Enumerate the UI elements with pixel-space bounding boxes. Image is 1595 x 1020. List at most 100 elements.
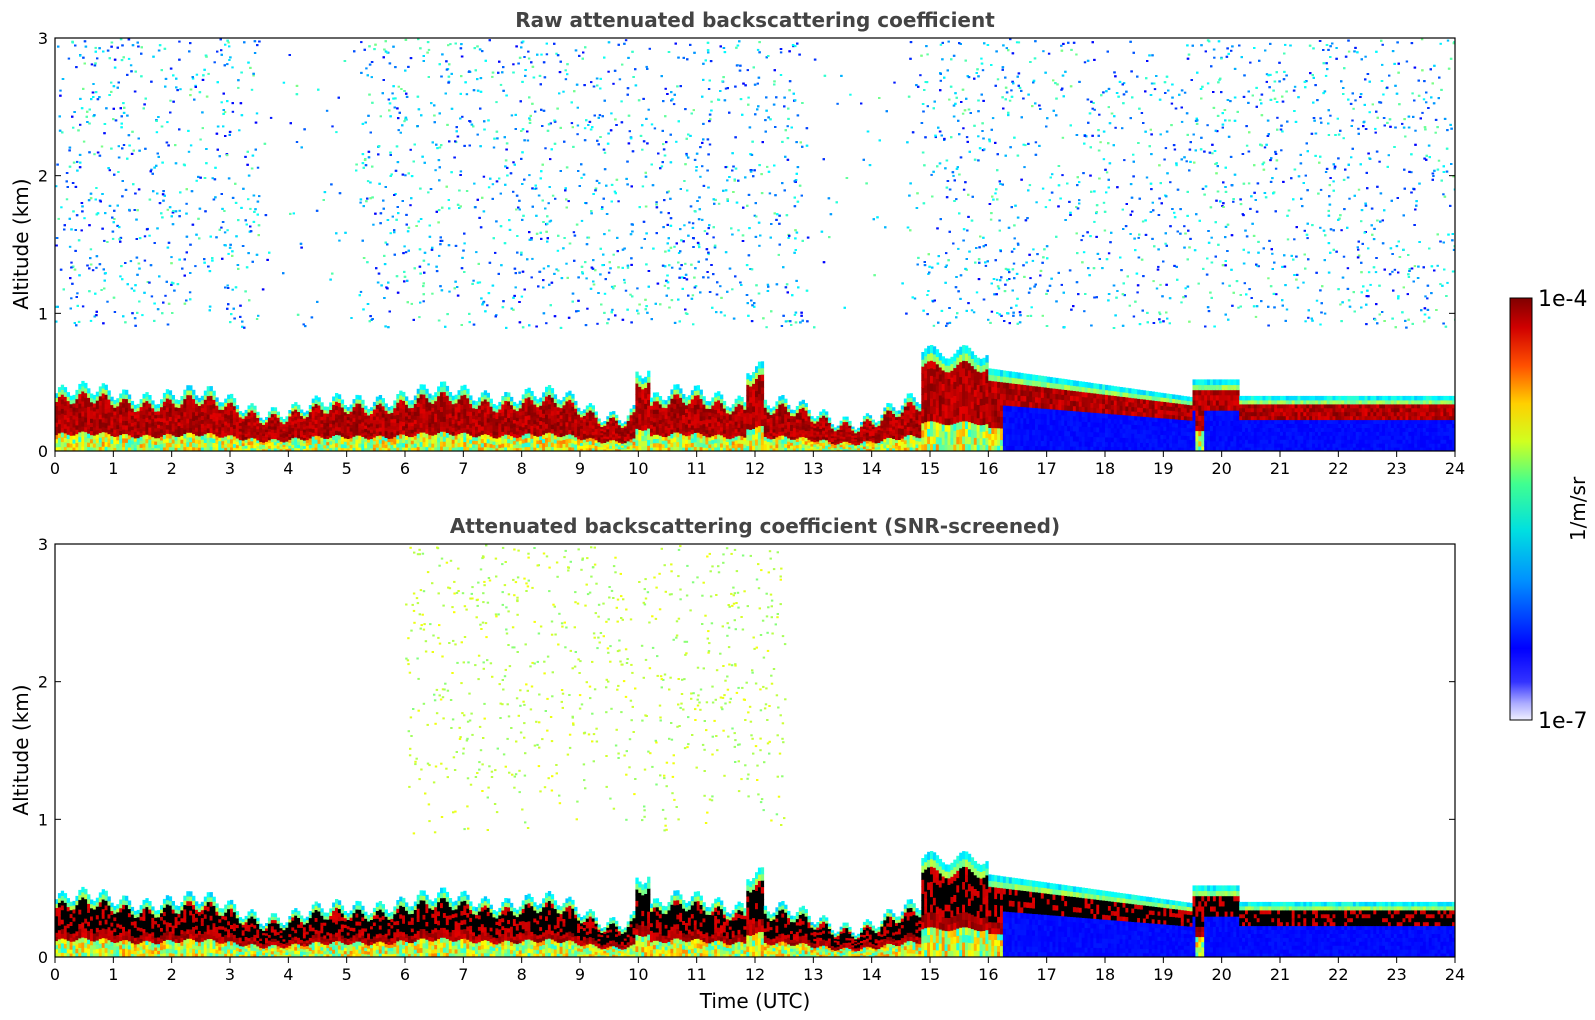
heatmap-cell xyxy=(565,405,569,410)
heatmap-cell xyxy=(857,441,861,444)
heatmap-cell xyxy=(918,424,922,429)
heatmap-cell xyxy=(880,448,884,451)
heatmap-cell xyxy=(337,434,342,440)
heatmap-cell xyxy=(1087,402,1091,408)
heatmap-cell xyxy=(393,440,397,445)
heatmap-cell xyxy=(830,437,835,441)
heatmap-cell xyxy=(215,412,219,418)
heatmap-cell xyxy=(935,443,940,451)
heatmap-cell xyxy=(1075,441,1080,447)
heatmap-cell xyxy=(189,446,193,451)
heatmap-cell xyxy=(320,437,324,442)
heatmap-cell xyxy=(784,402,788,407)
heatmap-cell xyxy=(597,434,601,438)
heatmap-cell xyxy=(862,423,867,427)
heatmap-cell xyxy=(892,410,896,414)
heatmap-cell xyxy=(690,442,695,448)
heatmap-cell xyxy=(795,431,800,436)
heatmap-cell xyxy=(200,419,205,424)
heatmap-cell xyxy=(915,444,919,449)
heatmap-cell xyxy=(454,406,458,412)
heatmap-cell xyxy=(594,445,598,449)
heatmap-cell xyxy=(746,395,750,402)
heatmap-cell xyxy=(892,419,896,424)
heatmap-cell xyxy=(641,393,645,400)
heatmap-cell xyxy=(755,396,759,404)
heatmap-cell xyxy=(965,375,969,384)
heatmap-cell xyxy=(416,424,420,430)
heatmap-cell xyxy=(938,352,943,361)
heatmap-cell xyxy=(1017,406,1021,413)
heatmap-cell xyxy=(944,431,948,439)
heatmap-cell xyxy=(693,432,698,438)
heatmap-cell xyxy=(848,429,852,433)
heatmap-cell xyxy=(472,429,476,434)
heatmap-cell xyxy=(979,385,983,393)
heatmap-cell xyxy=(399,394,403,400)
heatmap-cell xyxy=(760,438,765,446)
heatmap-cell xyxy=(679,397,683,403)
heatmap-cell xyxy=(232,432,237,437)
heatmap-cell xyxy=(367,442,371,446)
heatmap-cell xyxy=(1064,435,1068,442)
heatmap-cell xyxy=(705,418,709,423)
heatmap-cell xyxy=(536,443,540,448)
heatmap-cell xyxy=(265,421,269,425)
heatmap-cell xyxy=(57,437,62,443)
heatmap-cell xyxy=(825,428,829,432)
heatmap-cell xyxy=(1087,382,1091,388)
heatmap-cell xyxy=(705,408,709,413)
heatmap-cell xyxy=(743,419,747,424)
heatmap-cell xyxy=(364,421,368,426)
heatmap-cell xyxy=(215,435,219,441)
heatmap-cell xyxy=(512,430,517,435)
heatmap-cell xyxy=(294,444,298,449)
heatmap-cell xyxy=(801,418,805,423)
heatmap-cell xyxy=(1043,445,1048,451)
heatmap-cell xyxy=(647,387,651,395)
heatmap-cell xyxy=(186,432,190,438)
heatmap-cell xyxy=(469,415,473,420)
heatmap-cell xyxy=(1032,429,1036,436)
heatmap-cell xyxy=(795,441,800,446)
heatmap-cell xyxy=(690,424,695,430)
heatmap-cell xyxy=(253,405,257,410)
heatmap-cell xyxy=(650,428,654,433)
heatmap-cell xyxy=(673,384,677,390)
heatmap-cell xyxy=(889,420,893,425)
heatmap-cell xyxy=(215,416,219,421)
heatmap-cell xyxy=(755,408,759,416)
heatmap-cell xyxy=(308,431,313,436)
heatmap-cell xyxy=(110,443,114,448)
heatmap-cell xyxy=(440,386,444,393)
heatmap-cell xyxy=(419,427,423,433)
heatmap-cell xyxy=(250,427,254,432)
heatmap-cell xyxy=(760,374,765,382)
heatmap-cell xyxy=(1011,445,1015,451)
heatmap-cell xyxy=(241,415,245,419)
heatmap-cell xyxy=(510,447,514,451)
heatmap-cell xyxy=(215,443,219,448)
heatmap-cell xyxy=(921,429,925,438)
heatmap-cell xyxy=(976,424,980,432)
heatmap-cell xyxy=(116,432,120,437)
heatmap-cell xyxy=(740,416,744,421)
heatmap-cell xyxy=(384,403,388,408)
heatmap-cell xyxy=(574,426,578,431)
heatmap-cell xyxy=(845,431,849,435)
heatmap-cell xyxy=(320,423,324,428)
heatmap-cell xyxy=(935,392,940,401)
heatmap-cell xyxy=(962,382,966,392)
heatmap-cell xyxy=(997,445,1001,451)
heatmap-cell xyxy=(349,404,353,409)
heatmap-cell xyxy=(116,435,120,441)
heatmap-cell xyxy=(410,440,415,445)
heatmap-cell xyxy=(676,417,680,423)
heatmap-cell xyxy=(720,398,724,404)
heatmap-cell xyxy=(483,429,488,435)
heatmap-cell xyxy=(903,413,908,418)
heatmap-cell xyxy=(1000,387,1004,394)
heatmap-cell xyxy=(819,425,823,429)
heatmap-cell xyxy=(547,422,552,428)
heatmap-cell xyxy=(265,431,269,435)
